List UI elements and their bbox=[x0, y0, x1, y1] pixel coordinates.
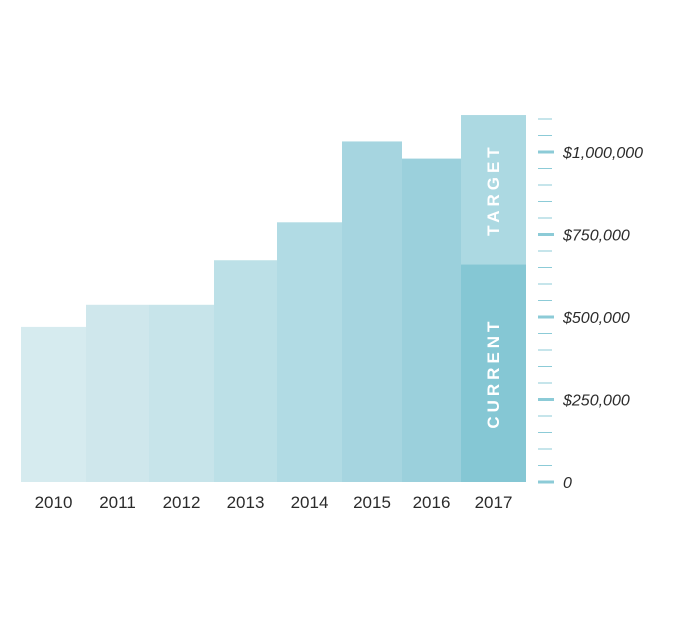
x-tick-label-2013: 2013 bbox=[227, 493, 265, 512]
bar-2010 bbox=[21, 326, 86, 482]
current-label: CURRENT bbox=[484, 318, 503, 429]
target-label: TARGET bbox=[484, 143, 503, 236]
x-tick-label-2011: 2011 bbox=[99, 493, 136, 512]
bar-2013 bbox=[214, 260, 277, 482]
bar-2016 bbox=[402, 158, 461, 482]
x-tick-label-2010: 2010 bbox=[35, 493, 73, 512]
x-tick-label-2015: 2015 bbox=[353, 493, 391, 512]
bar-2017 bbox=[461, 264, 526, 482]
segment-labels-group: TARGET CURRENT bbox=[484, 143, 503, 428]
target-segment bbox=[461, 115, 526, 265]
y-tick-label-500000: $500,000 bbox=[562, 310, 630, 327]
bar-2012 bbox=[149, 304, 214, 482]
x-tick-label-2014: 2014 bbox=[291, 493, 329, 512]
bars-group bbox=[21, 115, 526, 483]
bar-2011 bbox=[86, 304, 149, 482]
bar-2014 bbox=[277, 222, 342, 483]
y-tick-label-250000: $250,000 bbox=[562, 393, 630, 410]
x-tick-label-2012: 2012 bbox=[163, 493, 201, 512]
x-tick-label-2017: 2017 bbox=[475, 493, 513, 512]
y-axis: 0 $250,000 $500,000 $750,000 $1,000,000 bbox=[538, 118, 643, 492]
x-tick-label-2016: 2016 bbox=[413, 493, 451, 512]
x-axis: 2010 2011 2012 2013 2014 2015 2016 2017 bbox=[35, 493, 513, 512]
y-tick-label-0: 0 bbox=[563, 475, 572, 492]
y-tick-label-1000000: $1,000,000 bbox=[562, 145, 643, 162]
y-tick-label-750000: $750,000 bbox=[562, 228, 630, 245]
bar-2015 bbox=[342, 141, 402, 482]
